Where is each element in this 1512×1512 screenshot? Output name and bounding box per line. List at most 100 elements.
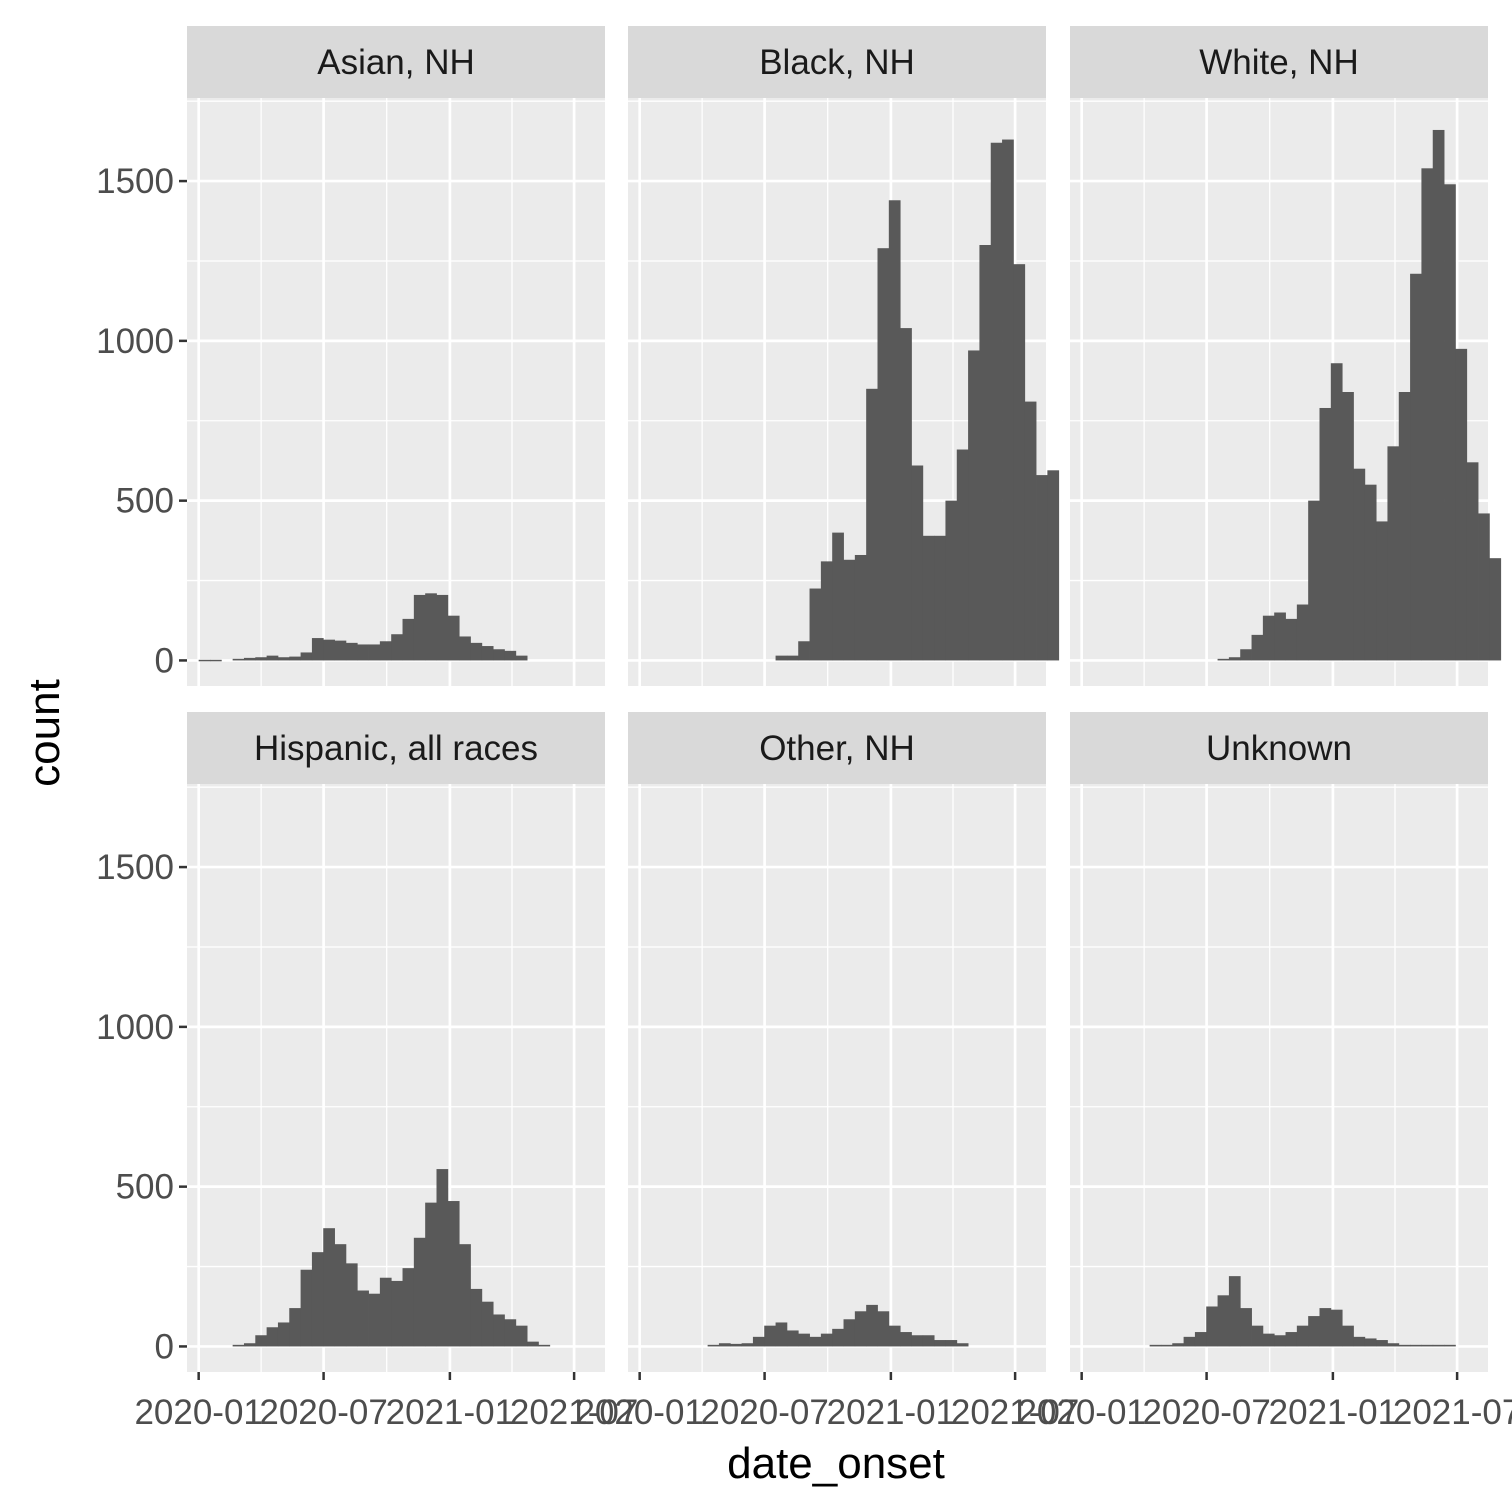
x-axis-title: date_onset [727,1439,945,1488]
histogram-bar [481,1301,494,1347]
histogram-bar [786,1330,799,1347]
histogram-bar [945,500,958,661]
histogram-bar [289,656,301,661]
histogram-bar [775,655,788,661]
histogram-bar [1024,401,1037,661]
histogram-bar [1251,634,1264,661]
histogram-bar [900,328,912,661]
histogram-bar [1398,392,1411,661]
histogram-bar [911,1335,924,1347]
facet-panel: Asian, NH [187,26,605,686]
histogram-bar [515,655,528,661]
histogram-bar [1432,129,1445,661]
y-tick-label: 500 [116,1168,174,1207]
histogram-bar [741,1343,754,1347]
x-tick-label: 2021-01 [386,1393,514,1432]
histogram-bar [1364,1338,1377,1347]
histogram-bar [1308,1316,1320,1347]
histogram-bar [538,1344,551,1347]
histogram-bar [334,1244,347,1347]
histogram-bar [277,657,290,661]
histogram-bar [1410,273,1422,661]
histogram-bar [357,1290,369,1347]
histogram-bar [1274,612,1286,661]
histogram-bar [289,1308,301,1347]
histogram-bar [820,1333,833,1347]
histogram-bar [1002,139,1014,661]
histogram-bar [786,655,799,661]
histogram-bar [1364,484,1377,661]
histogram-bar [1353,1336,1366,1347]
histogram-bar [1217,658,1230,661]
histogram-bar [345,642,358,661]
histogram-bar [854,554,867,661]
facet-strip [187,26,605,98]
histogram-bar [493,649,505,661]
facet-panel: Black, NH [628,26,1060,686]
histogram-bar [447,1201,460,1347]
histogram-bar [1217,1295,1230,1347]
histogram-bar [1319,1308,1332,1347]
histogram-bar [730,1343,742,1347]
histogram-bar [707,1344,720,1347]
histogram-bar [843,559,856,661]
y-tick-label: 500 [116,482,174,521]
facet-panels: Asian, NH Black, NH White, NH Hispanic, all… [187,26,1502,1372]
x-tick-label: 2020-01 [134,1393,262,1432]
facet-strip-label: Hispanic, all races [254,729,538,768]
histogram-bar [945,1340,958,1347]
histogram-bar [470,642,483,661]
y-tick-label: 0 [155,641,174,680]
histogram-bar [1478,513,1490,661]
histogram-bar [357,644,369,661]
histogram-bar [1398,1344,1411,1347]
y-axis-title: count [20,679,69,787]
histogram-bar [277,1322,290,1347]
facet-strip-label: Asian, NH [317,43,475,82]
histogram-bar [243,1343,256,1347]
histogram-bar [718,1343,731,1347]
histogram-bar [1251,1325,1264,1347]
panel-background [187,784,605,1372]
histogram-bar [1036,475,1048,661]
histogram-bar [413,1237,426,1347]
histogram-bar [1183,1336,1196,1347]
histogram-bar [990,142,1003,661]
y-tick-label: 1500 [96,848,174,887]
histogram-bar [1342,1325,1354,1347]
x-tick-label: 2021-07 [1393,1393,1512,1432]
histogram-bar [809,588,822,661]
histogram-bar [255,1335,268,1347]
histogram-bar [1466,462,1479,661]
histogram-bar [368,644,381,661]
histogram-bar [956,449,969,661]
x-tick-label: 2020-07 [1142,1393,1270,1432]
histogram-bar [515,1325,528,1347]
histogram-bar [809,1336,822,1347]
x-tick-label: 2021-01 [1269,1393,1397,1432]
histogram-bar [922,535,935,661]
histogram-bar [1489,558,1502,661]
histogram-bar [866,1304,878,1347]
x-tick-label: 2021-07 [951,1393,1079,1432]
y-axes: 0 500 1000 1500 0 500 1000 1500 [96,162,187,1366]
x-tick-label: 2020-07 [259,1393,387,1432]
histogram-bar [1274,1335,1286,1347]
x-tick-label: 2021-01 [827,1393,955,1432]
histogram-bar [379,1277,392,1347]
histogram-bar [1285,618,1298,661]
histogram-bar [843,1319,856,1347]
histogram-bar [1353,468,1366,661]
histogram-bar [888,1325,901,1347]
histogram-bar [1160,1344,1173,1347]
panel-background [1070,784,1488,1372]
facet-panel: White, NH [1070,26,1502,686]
histogram-bar [1410,1344,1422,1347]
histogram-bar [1194,1332,1207,1347]
histogram-bar [934,1340,946,1347]
histogram-bar [481,646,494,661]
histogram-bar [866,388,878,661]
histogram-bar [1376,1340,1388,1347]
histogram-bar [888,200,901,661]
